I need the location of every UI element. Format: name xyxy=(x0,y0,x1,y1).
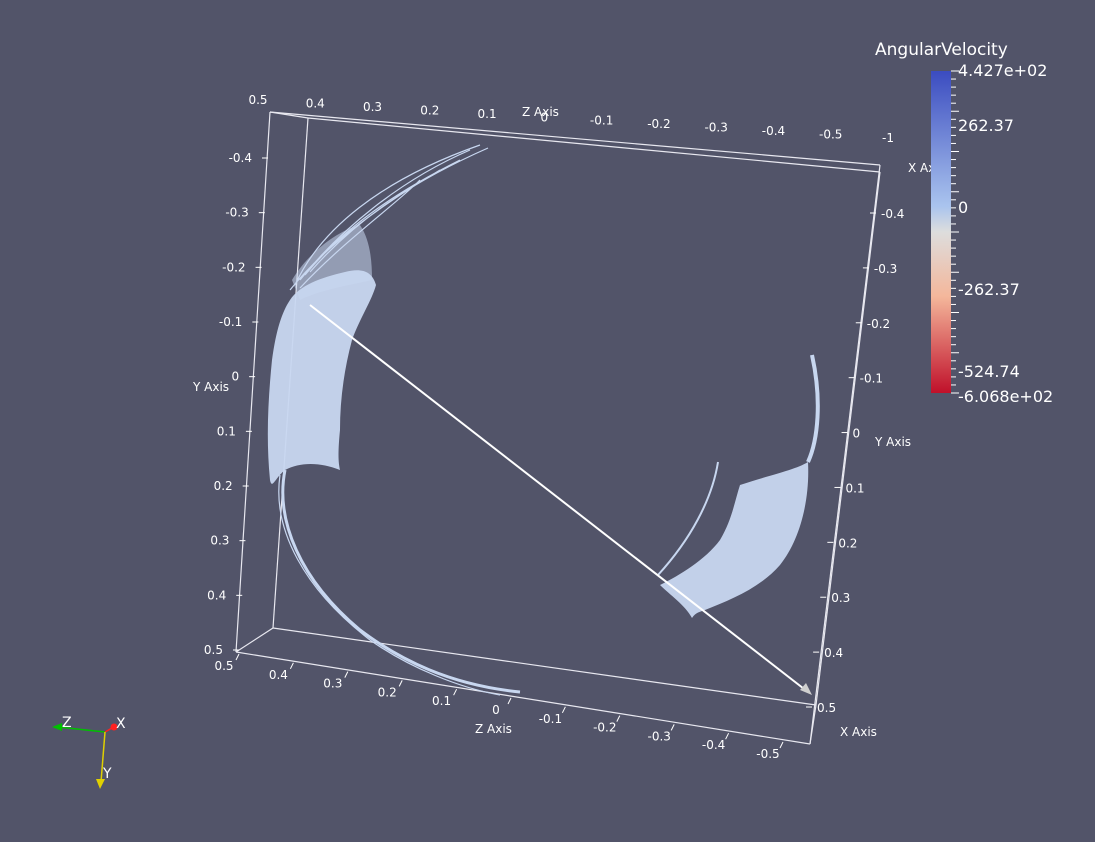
top-z-tick-label: 0.1 xyxy=(478,107,497,121)
left-y-axis-ticks: -0.4 -0.3 -0.2 -0.1 0 0.1 0.2 0.3 0.4 0.5 xyxy=(204,151,268,657)
orientation-x-label: X xyxy=(116,716,126,732)
top-z-tick-label: 0.5 xyxy=(248,93,267,107)
color-legend-labels: 4.427e+02 262.37 0 -262.37 -524.74 -6.068e+02 xyxy=(958,61,1053,406)
color-legend-bar xyxy=(931,71,951,393)
bottom-z-tick-mark xyxy=(235,653,240,661)
bottom-z-tick-label: 0.5 xyxy=(214,659,233,673)
bottom-z-tick-mark xyxy=(507,697,512,705)
left-y-axis-title: Y Axis xyxy=(192,380,229,394)
color-legend-label: -524.74 xyxy=(958,362,1020,381)
left-y-tick-label: 0.1 xyxy=(217,424,236,438)
bottom-z-tick-label: -0.5 xyxy=(756,747,779,761)
top-z-tick-label: -0.2 xyxy=(647,117,670,131)
surface-right-inner xyxy=(657,461,719,576)
right-y-tick-label: -0.4 xyxy=(881,207,904,221)
bottom-z-tick-mark xyxy=(616,715,621,722)
surface-top-fill xyxy=(292,225,372,300)
top-z-tick-label: 0.4 xyxy=(306,96,325,110)
bottom-z-tick-mark xyxy=(779,741,784,749)
bottom-z-tick-mark xyxy=(289,662,294,670)
color-legend-label: 4.427e+02 xyxy=(958,61,1047,80)
right-y-axis-title: Y Axis xyxy=(874,435,911,449)
left-y-tick-label: -0.4 xyxy=(229,151,252,165)
surface-right-band xyxy=(660,462,809,618)
right-y-tick-label: -0.2 xyxy=(867,317,890,331)
top-z-tick-label: -0.1 xyxy=(590,114,613,128)
bottom-z-tick-label: 0 xyxy=(492,703,500,717)
top-z-tick-label: -1 xyxy=(882,131,894,145)
stream-surfaces xyxy=(267,144,820,696)
orientation-widget: Z X Y xyxy=(52,715,126,789)
bottom-z-tick-label: 0.1 xyxy=(432,694,451,708)
bottom-z-tick-label: 0.2 xyxy=(378,685,397,699)
bottom-z-tick-label: 0.4 xyxy=(269,668,288,682)
left-y-tick-label: 0.2 xyxy=(214,479,233,493)
left-y-tick-label: 0.3 xyxy=(210,534,229,548)
surface-left-arc xyxy=(281,469,521,694)
top-x-axis-title: X Ax xyxy=(908,161,935,175)
surface-left-arc-2 xyxy=(278,474,501,696)
orientation-z-label: Z xyxy=(62,715,72,731)
right-y-tick-label: 0.3 xyxy=(831,591,850,605)
orientation-y-label: Y xyxy=(102,766,112,782)
surface-left-band xyxy=(267,270,376,484)
top-z-axis-title: Z Axis xyxy=(522,105,559,119)
left-y-tick-label: 0.5 xyxy=(204,643,223,657)
right-y-tick-label: 0 xyxy=(853,427,861,441)
right-y-tick-label: 0.1 xyxy=(845,481,864,495)
top-z-axis-ticks: 0.5 0.4 0.3 0.2 0.1 0 -0.1 -0.2 -0.3 -0.4 -0.5 -1 xyxy=(248,93,894,145)
surface-right-thin xyxy=(806,354,820,463)
bottom-z-tick-label: -0.3 xyxy=(647,729,670,743)
right-y-tick-label: 0.2 xyxy=(838,536,857,550)
bottom-z-tick-mark xyxy=(453,688,458,696)
bottom-z-tick-mark xyxy=(725,732,730,740)
right-y-tick-label: 0.5 xyxy=(817,701,836,715)
top-z-tick-label: -0.3 xyxy=(704,121,727,135)
bottom-z-tick-label: -0.4 xyxy=(702,738,725,752)
bottom-z-axis-ticks: 0.5 0.4 0.3 0.2 0.1 0 -0.1 -0.2 -0.3 -0.4 -0.5 xyxy=(214,653,784,761)
bottom-z-tick-mark xyxy=(670,724,675,731)
top-z-tick-label: 0.3 xyxy=(363,100,382,114)
top-z-tick-label: 0 xyxy=(541,110,549,124)
color-legend-label: -262.37 xyxy=(958,280,1020,299)
bottom-z-tick-mark xyxy=(398,680,403,687)
right-y-axis-ticks: -0.4 -0.3 -0.2 -0.1 0 0.1 0.2 0.3 0.4 0.5 xyxy=(806,207,904,715)
bottom-z-tick-mark xyxy=(344,671,349,678)
right-y-tick-label: -0.3 xyxy=(874,262,897,276)
color-legend-ticks xyxy=(951,70,959,394)
left-y-tick-label: 0.4 xyxy=(207,588,226,602)
vector-line xyxy=(309,304,812,695)
right-y-tick-label: -0.1 xyxy=(860,372,883,386)
top-z-tick-label: 0.2 xyxy=(420,103,439,117)
top-z-tick-label: -0.4 xyxy=(762,124,785,138)
color-legend-label: -6.068e+02 xyxy=(958,387,1053,406)
bottom-z-tick-label: -0.2 xyxy=(593,721,616,735)
color-legend: AngularVelocity 4.427e+02 262.37 0 -262.37 -… xyxy=(875,40,1053,406)
bottom-z-tick-label: -0.1 xyxy=(539,712,562,726)
surface-top-fan xyxy=(289,144,489,291)
color-legend-label: 0 xyxy=(958,198,968,217)
color-legend-title: AngularVelocity xyxy=(875,40,1008,60)
right-y-tick-label: 0.4 xyxy=(824,646,843,660)
color-legend-label: 262.37 xyxy=(958,116,1014,135)
left-y-tick-label: -0.2 xyxy=(222,260,245,274)
left-y-tick-label: 0 xyxy=(231,370,239,384)
bottom-z-tick-label: 0.3 xyxy=(323,677,342,691)
bottom-z-tick-mark xyxy=(561,706,566,714)
top-z-tick-label: -0.5 xyxy=(819,128,842,142)
left-y-tick-label: -0.3 xyxy=(225,206,248,220)
bottom-x-axis-title: X Axis xyxy=(840,725,877,739)
bottom-z-axis-title: Z Axis xyxy=(475,722,512,736)
left-y-tick-label: -0.1 xyxy=(219,315,242,329)
